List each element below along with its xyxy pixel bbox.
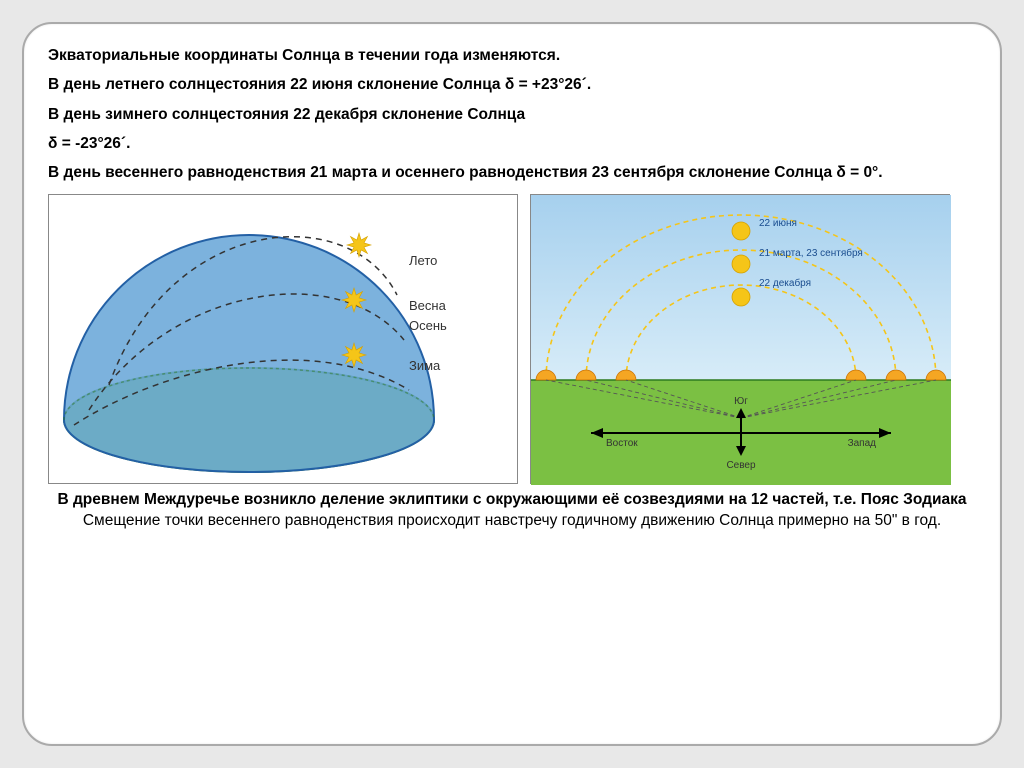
slide-frame: Экваториальные координаты Солнца в течен… <box>22 22 1002 746</box>
paragraph-3: В день зимнего солнцестояния 22 декабря … <box>48 103 976 126</box>
dome-diagram: Лето Весна Осень Зима <box>48 194 518 484</box>
date-label: 21 марта, 23 сентября <box>759 247 863 259</box>
compass-label: Юг <box>734 396 748 407</box>
horizon-diagram: 22 июня 21 марта, 23 сентября 22 декабря Юг… <box>530 194 950 484</box>
season-label: Весна <box>409 298 447 313</box>
date-label: 22 июня <box>759 218 797 229</box>
season-label: Зима <box>409 358 441 373</box>
paragraph-5: В день весеннего равноденствия 21 марта … <box>48 161 976 184</box>
footer-line-2: Смещение точки весеннего равноденствия п… <box>48 511 976 532</box>
footer-line-1: В древнем Междуречье возникло деление эк… <box>48 490 976 511</box>
diagram-row: Лето Весна Осень Зима 22 июня 21 марта, 23 с… <box>48 194 976 484</box>
date-label: 22 декабря <box>759 277 811 289</box>
season-label: Осень <box>409 318 447 333</box>
paragraph-4: δ = -23°26´. <box>48 132 976 155</box>
season-label: Лето <box>409 253 437 268</box>
horizon-svg: 22 июня 21 марта, 23 сентября 22 декабря Юг… <box>531 195 951 485</box>
dome-svg: Лето Весна Осень Зима <box>49 195 519 485</box>
paragraph-2: В день летнего солнцестояния 22 июня скл… <box>48 73 976 96</box>
compass-label: Восток <box>606 438 638 449</box>
compass-label: Запад <box>848 438 877 449</box>
main-text-block: Экваториальные координаты Солнца в течен… <box>48 44 976 184</box>
compass-label: Север <box>726 460 756 471</box>
paragraph-1: Экваториальные координаты Солнца в течен… <box>48 44 976 67</box>
footer-text-block: В древнем Междуречье возникло деление эк… <box>48 490 976 532</box>
